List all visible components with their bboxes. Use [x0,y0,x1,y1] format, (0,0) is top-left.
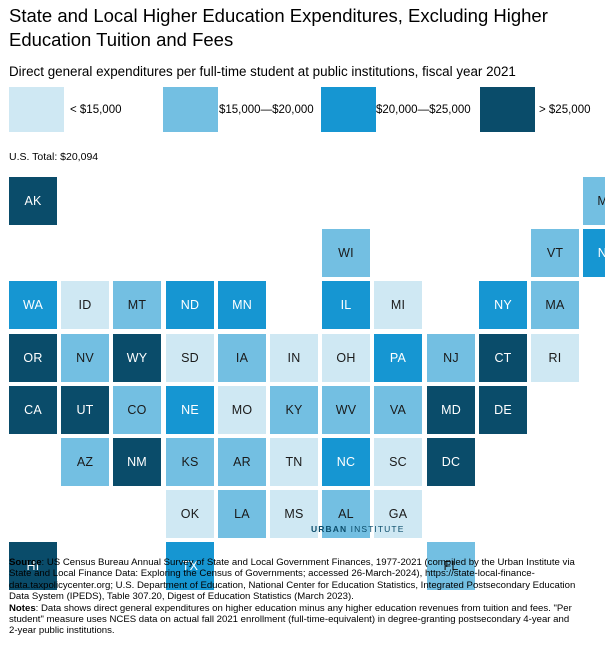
state-tile-ca: CA [9,386,57,434]
notes-text: : Data shows direct general expenditures… [9,602,572,637]
legend-swatch [163,87,218,132]
state-tile-wa: WA [9,281,57,329]
state-tile-az: AZ [61,438,109,486]
state-tile-oh: OH [322,334,370,382]
state-tile-mt: MT [113,281,161,329]
state-tile-tn: TN [270,438,318,486]
state-tile-la: LA [218,490,266,538]
state-tile-mo: MO [218,386,266,434]
state-tile-ny: NY [479,281,527,329]
state-tile-ga: GA [374,490,422,538]
state-tile-de: DE [479,386,527,434]
legend-label: $15,000—$20,000 [219,104,314,116]
state-tile-ri: RI [531,334,579,382]
state-tile-co: CO [113,386,161,434]
state-tile-ct: CT [479,334,527,382]
state-tile-ak: AK [9,177,57,225]
state-tile-dc: DC [427,438,475,486]
state-tile-nd: ND [166,281,214,329]
state-tile-mn: MN [218,281,266,329]
state-tile-ut: UT [61,386,109,434]
state-tile-md: MD [427,386,475,434]
state-tile-nc: NC [322,438,370,486]
state-tile-nh: NH [583,229,605,277]
state-tile-al: AL [322,490,370,538]
state-tile-or: OR [9,334,57,382]
legend-swatch [480,87,535,132]
notes-label: Notes [9,602,36,614]
state-tile-wi: WI [322,229,370,277]
state-tile-fl: FL [427,542,475,590]
source-label: Source [9,557,42,568]
us-total-label: U.S. Total: $20,094 [9,151,99,163]
state-tile-nj: NJ [427,334,475,382]
state-tile-me: ME [583,177,605,225]
state-tile-ma: MA [531,281,579,329]
state-tile-id: ID [61,281,109,329]
legend-swatch [9,87,64,132]
state-tile-ne: NE [166,386,214,434]
state-tile-pa: PA [374,334,422,382]
brand-bold: URBAN [311,524,348,534]
state-tile-ky: KY [270,386,318,434]
state-tile-nm: NM [113,438,161,486]
state-tile-sc: SC [374,438,422,486]
state-tile-va: VA [374,386,422,434]
state-tile-ok: OK [166,490,214,538]
state-tile-mi: MI [374,281,422,329]
state-tile-sd: SD [166,334,214,382]
state-tile-wv: WV [322,386,370,434]
state-tile-ks: KS [166,438,214,486]
legend-label: $20,000—$25,000 [376,104,471,116]
chart-title: State and Local Higher Education Expendi… [9,5,548,50]
state-tile-ar: AR [218,438,266,486]
legend-swatch [321,87,376,132]
legend-label: < $15,000 [70,104,122,116]
source-text: : US Census Bureau Annual Survey of Stat… [9,557,576,603]
state-tile-hi: HI [9,542,57,590]
state-tile-ia: IA [218,334,266,382]
chart-subtitle: Direct general expenditures per full-tim… [9,64,516,79]
state-tile-tx: TX [166,542,214,590]
state-tile-wy: WY [113,334,161,382]
state-tile-nv: NV [61,334,109,382]
legend-label: > $25,000 [539,104,591,116]
state-tile-il: IL [322,281,370,329]
notes-block: Source: US Census Bureau Annual Survey o… [9,557,579,637]
state-tile-in: IN [270,334,318,382]
brand-thin: INSTITUTE [350,524,405,534]
state-tile-vt: VT [531,229,579,277]
state-tile-ms: MS [270,490,318,538]
urban-institute-logo: URBAN INSTITUTE [311,524,405,534]
